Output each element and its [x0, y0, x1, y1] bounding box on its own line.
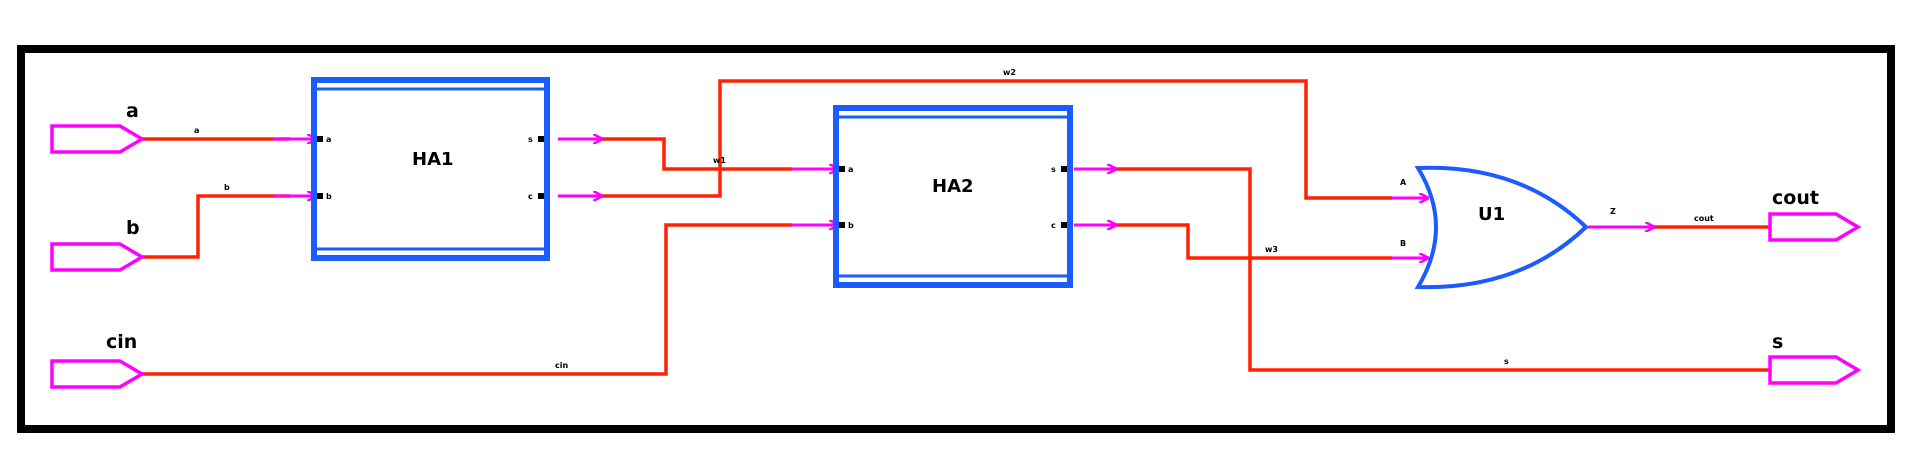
ha2-pin-a-label: a	[848, 165, 853, 174]
ha1-pin-a-label: a	[326, 135, 331, 144]
port-a-shape[interactable]	[50, 124, 146, 154]
port-s-shape[interactable]	[1768, 355, 1862, 385]
u1-or-gate-shape[interactable]	[1414, 165, 1589, 290]
port-s-label: s	[1772, 331, 1783, 353]
net-b-label: b	[224, 183, 230, 192]
port-cout-shape[interactable]	[1768, 212, 1862, 242]
net-w3-wire[interactable]	[1116, 223, 1392, 260]
ha1-pin-s-label: s	[528, 135, 533, 144]
ha2-pin-s-label: s	[1051, 165, 1056, 174]
ha2-pin-c-label: c	[1051, 221, 1056, 230]
ha1-pin-c-label: c	[528, 192, 533, 201]
port-a-label: a	[126, 100, 139, 122]
net-w1-label: w1	[713, 156, 726, 165]
instance-ha2[interactable]	[833, 105, 1073, 288]
net-cin-wire[interactable]	[142, 223, 792, 376]
ha2-pin-b-label: b	[848, 221, 854, 230]
net-a-label: a	[194, 126, 199, 135]
port-b-label: b	[126, 217, 140, 239]
ports	[50, 124, 1862, 389]
port-cin-label: cin	[106, 331, 137, 353]
instance-ha1[interactable]	[311, 77, 550, 261]
u1-instance-name: U1	[1478, 204, 1505, 225]
schematic-frame	[17, 45, 1895, 433]
net-s-wire[interactable]	[1116, 167, 1770, 372]
net-w2-wire[interactable]	[602, 79, 1392, 200]
ha1-instance-name: HA1	[412, 149, 454, 170]
net-w1-wire[interactable]	[602, 137, 792, 171]
net-w3-label: w3	[1265, 245, 1278, 254]
pin-stubs	[274, 139, 1654, 258]
net-w2-label: w2	[1003, 68, 1016, 77]
net-cout-label: cout	[1694, 214, 1714, 223]
ha2-instance-name: HA2	[932, 176, 974, 197]
port-b-shape[interactable]	[50, 242, 146, 272]
net-cin-label: cin	[555, 361, 568, 370]
net-b-wire[interactable]	[142, 194, 290, 259]
u1-pin-z-label: Z	[1610, 207, 1616, 216]
net-s-label: s	[1504, 357, 1509, 366]
port-cin-shape[interactable]	[50, 359, 146, 389]
wires	[142, 79, 1770, 376]
u1-pin-a-label: A	[1400, 178, 1407, 187]
u1-pin-b-label: B	[1400, 239, 1406, 248]
ha1-pin-b-label: b	[326, 192, 332, 201]
port-cout-label: cout	[1772, 187, 1819, 209]
